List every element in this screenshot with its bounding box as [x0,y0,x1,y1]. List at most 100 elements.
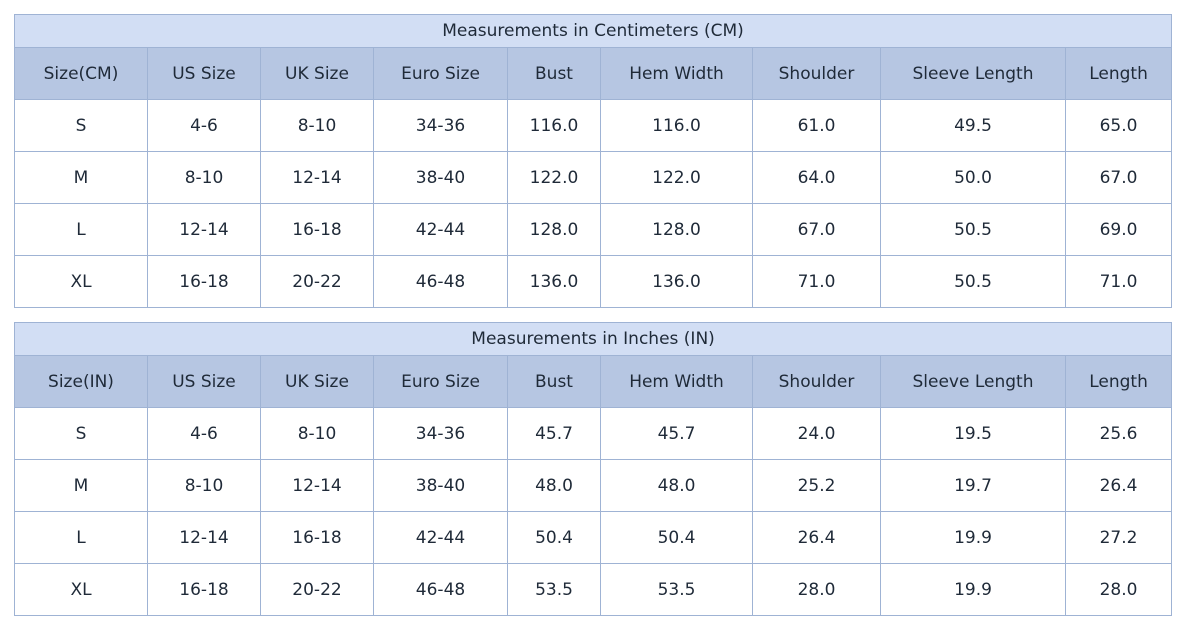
measurement-cell: 12-14 [260,459,374,512]
table-row-l: L 12-14 16-18 42-44 50.4 50.4 26.4 19.9 27.2 [14,511,1173,564]
column-header-euro-size: Euro Size [373,47,508,100]
measurement-cell: 48.0 [600,459,753,512]
column-header-uk-size: UK Size [260,355,374,408]
column-header-bust: Bust [507,355,601,408]
measurement-cell: 67.0 [1064,151,1173,204]
size-label-cell: S [14,407,148,460]
cm-measurements-table: Measurements in Centimeters (CM) Size(CM… [13,14,1173,308]
measurement-cell: 4-6 [147,407,261,460]
measurement-cell: 28.0 [752,563,881,616]
measurement-cell: 20-22 [260,563,374,616]
measurement-cell: 50.5 [880,203,1066,256]
column-header-shoulder: Shoulder [752,355,881,408]
measurement-cell: 71.0 [752,255,881,308]
measurement-cell: 116.0 [507,99,601,152]
measurement-cell: 38-40 [373,151,508,204]
column-header-euro-size: Euro Size [373,355,508,408]
table-row-m: M 8-10 12-14 38-40 48.0 48.0 25.2 19.7 26.4 [14,459,1173,512]
measurement-cell: 53.5 [600,563,753,616]
measurement-cell: 69.0 [1064,203,1173,256]
measurement-cell: 38-40 [373,459,508,512]
column-header-length: Length [1064,47,1173,100]
in-column-header-row: Size(IN) US Size UK Size Euro Size Bust Hem W… [14,355,1173,408]
measurement-cell: 12-14 [260,151,374,204]
measurement-cell: 19.5 [880,407,1066,460]
column-header-sleeve-length: Sleeve Length [880,355,1066,408]
column-header-shoulder: Shoulder [752,47,881,100]
measurement-cell: 65.0 [1064,99,1173,152]
measurement-cell: 49.5 [880,99,1066,152]
measurement-cell: 116.0 [600,99,753,152]
column-header-size-cm: Size(CM) [14,47,148,100]
measurement-cell: 4-6 [147,99,261,152]
measurement-cell: 50.5 [880,255,1066,308]
measurement-cell: 20-22 [260,255,374,308]
in-measurements-table: Measurements in Inches (IN) Size(IN) US S… [13,322,1173,616]
measurement-cell: 16-18 [147,255,261,308]
measurement-cell: 50.0 [880,151,1066,204]
table-row-xl: XL 16-18 20-22 46-48 53.5 53.5 28.0 19.9 28.0 [14,563,1173,616]
measurement-cell: 12-14 [147,203,261,256]
measurement-cell: 46-48 [373,255,508,308]
measurement-cell: 12-14 [147,511,261,564]
measurement-cell: 25.2 [752,459,881,512]
measurement-cell: 8-10 [147,459,261,512]
measurement-cell: 50.4 [600,511,753,564]
size-label-cell: M [14,459,148,512]
column-header-hem-width: Hem Width [600,355,753,408]
measurement-cell: 67.0 [752,203,881,256]
measurement-cell: 48.0 [507,459,601,512]
in-title-row: Measurements in Inches (IN) [13,322,1173,356]
table-row-s: S 4-6 8-10 34-36 116.0 116.0 61.0 49.5 65.0 [14,99,1173,152]
column-header-size-in: Size(IN) [14,355,148,408]
measurement-cell: 128.0 [600,203,753,256]
column-header-uk-size: UK Size [260,47,374,100]
measurement-cell: 46-48 [373,563,508,616]
measurement-cell: 136.0 [600,255,753,308]
measurement-cell: 8-10 [260,407,374,460]
measurement-cell: 122.0 [600,151,753,204]
size-label-cell: S [14,99,148,152]
in-table-title: Measurements in Inches (IN) [13,322,1173,356]
measurement-cell: 8-10 [260,99,374,152]
measurement-cell: 42-44 [373,203,508,256]
measurement-cell: 61.0 [752,99,881,152]
column-header-sleeve-length: Sleeve Length [880,47,1066,100]
column-header-bust: Bust [507,47,601,100]
measurement-cell: 24.0 [752,407,881,460]
cm-table-body: S 4-6 8-10 34-36 116.0 116.0 61.0 49.5 65.0 M 8-10… [14,99,1173,308]
measurement-cell: 50.4 [507,511,601,564]
cm-column-header-row: Size(CM) US Size UK Size Euro Size Bust Hem W… [14,47,1173,100]
measurement-cell: 128.0 [507,203,601,256]
column-header-hem-width: Hem Width [600,47,753,100]
size-label-cell: XL [14,255,148,308]
measurement-cell: 16-18 [260,511,374,564]
size-label-cell: L [14,511,148,564]
size-label-cell: M [14,151,148,204]
in-table-body: S 4-6 8-10 34-36 45.7 45.7 24.0 19.5 25.6 M 8-10 12… [14,407,1173,616]
size-chart-page: Measurements in Centimeters (CM) Size(CM… [13,14,1173,616]
measurement-cell: 19.9 [880,511,1066,564]
size-label-cell: L [14,203,148,256]
column-header-length: Length [1064,355,1173,408]
measurement-cell: 16-18 [147,563,261,616]
measurement-cell: 71.0 [1064,255,1173,308]
table-row-xl: XL 16-18 20-22 46-48 136.0 136.0 71.0 50.5 71.0 [14,255,1173,308]
measurement-cell: 8-10 [147,151,261,204]
measurement-cell: 19.7 [880,459,1066,512]
measurement-cell: 34-36 [373,99,508,152]
measurement-cell: 28.0 [1064,563,1173,616]
measurement-cell: 45.7 [507,407,601,460]
measurement-cell: 45.7 [600,407,753,460]
table-row-s: S 4-6 8-10 34-36 45.7 45.7 24.0 19.5 25.6 [14,407,1173,460]
measurement-cell: 19.9 [880,563,1066,616]
table-row-l: L 12-14 16-18 42-44 128.0 128.0 67.0 50.5 69.0 [14,203,1173,256]
column-header-us-size: US Size [147,47,261,100]
measurement-cell: 27.2 [1064,511,1173,564]
measurement-cell: 26.4 [1064,459,1173,512]
measurement-cell: 136.0 [507,255,601,308]
measurement-cell: 42-44 [373,511,508,564]
measurement-cell: 26.4 [752,511,881,564]
measurement-cell: 25.6 [1064,407,1173,460]
cm-table-title: Measurements in Centimeters (CM) [13,14,1173,48]
